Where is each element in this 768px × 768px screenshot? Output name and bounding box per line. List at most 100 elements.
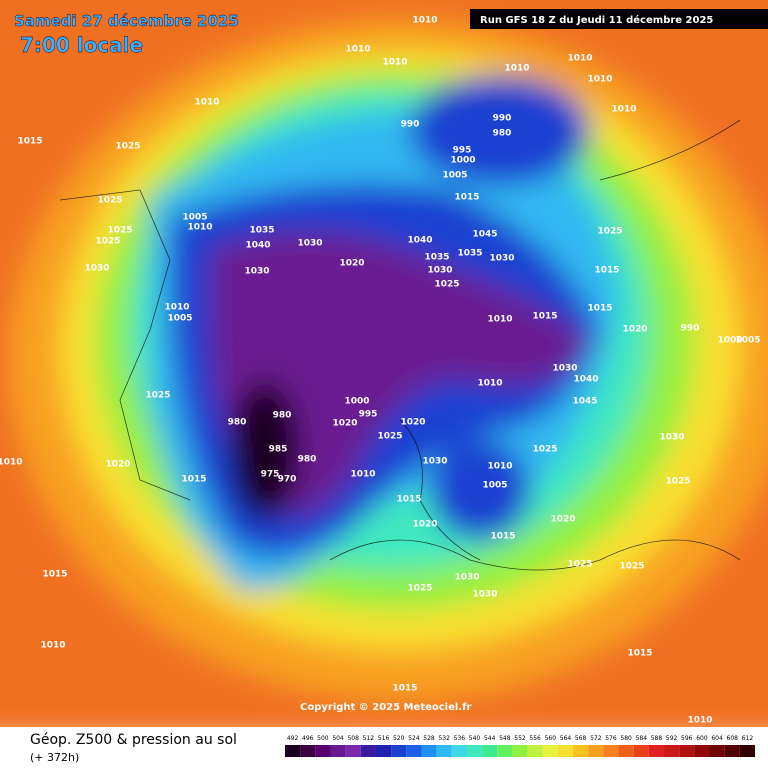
isobar-label: 980 xyxy=(228,418,247,428)
isobar-label: 1015 xyxy=(454,193,479,203)
scale-label: 564 xyxy=(560,735,572,742)
isobar-label: 1035 xyxy=(249,226,274,236)
scale-swatch xyxy=(497,745,513,757)
scale-label: 548 xyxy=(499,735,511,742)
isobar-label: 1010 xyxy=(187,223,212,233)
z500-field xyxy=(0,0,768,740)
scale-swatch xyxy=(482,745,498,757)
forecast-date: Samedi 27 décembre 2025 xyxy=(14,12,239,30)
copyright: Copyright © 2025 Meteociel.fr xyxy=(300,702,471,713)
isobar-label: 1010 xyxy=(567,54,592,64)
isobar-label: 1015 xyxy=(181,475,206,485)
isobar-label: 1020 xyxy=(105,460,130,470)
scale-swatch xyxy=(300,745,316,757)
scale-label: 572 xyxy=(590,735,602,742)
isobar-label: 1020 xyxy=(412,520,437,530)
isobar-label: 1010 xyxy=(412,16,437,26)
scale-swatch xyxy=(557,745,574,757)
isobar-label: 1045 xyxy=(572,397,597,407)
isobar-label: 1040 xyxy=(407,236,432,246)
isobar-label: 1030 xyxy=(472,590,497,600)
isobar-label: 1030 xyxy=(297,239,322,249)
scale-swatch xyxy=(648,745,665,757)
scale-swatch xyxy=(345,745,361,757)
isobar-label: 1015 xyxy=(42,570,67,580)
isobar-label: 1010 xyxy=(477,379,502,389)
isobar-label: 1025 xyxy=(145,391,170,401)
isobar-label: 1025 xyxy=(115,142,140,152)
isobar-label: 1000 xyxy=(344,397,369,407)
isobar-label: 1025 xyxy=(665,477,690,487)
isobar-label: 1030 xyxy=(659,433,684,443)
isobar-label: 1010 xyxy=(164,303,189,313)
isobar-label: 1045 xyxy=(472,230,497,240)
scale-label: 612 xyxy=(742,735,754,742)
isobar-label: 1000 xyxy=(450,156,475,166)
scale-label: 604 xyxy=(711,735,723,742)
scale-swatch xyxy=(406,745,422,757)
isobar-label: 1035 xyxy=(457,249,482,259)
scale-swatch xyxy=(739,745,755,757)
scale-swatch xyxy=(573,745,589,757)
run-info: Run GFS 18 Z du Jeudi 11 décembre 2025 xyxy=(480,14,713,26)
color-scale: 492 496 500 504 508 512 516 520 524 528 532 536 540 5… xyxy=(285,735,755,757)
scale-swatch xyxy=(451,745,467,757)
isobar-label: 1035 xyxy=(424,253,449,263)
isobar-label: 1025 xyxy=(377,432,402,442)
scale-swatch xyxy=(436,745,452,757)
map-title: Géop. Z500 & pression au sol xyxy=(30,732,237,748)
scale-label: 588 xyxy=(651,735,663,742)
isobar-label: 990 xyxy=(681,324,700,334)
scale-swatch xyxy=(360,745,376,757)
scale-swatch xyxy=(709,745,725,757)
isobar-label: 980 xyxy=(273,411,292,421)
scale-swatch xyxy=(542,745,558,757)
scale-swatch xyxy=(466,745,483,757)
isobar-label: 1010 xyxy=(687,716,712,726)
isobar-label: 1010 xyxy=(0,458,23,468)
isobar-label: 1010 xyxy=(345,45,370,55)
isobar-label: 1015 xyxy=(396,495,421,505)
isobar-label: 1010 xyxy=(611,105,636,115)
isobar-label: 985 xyxy=(269,445,288,455)
scale-swatch xyxy=(315,745,331,757)
isobar-label: 1010 xyxy=(487,462,512,472)
isobar-label: 990 xyxy=(493,114,512,124)
scale-swatch xyxy=(512,745,528,757)
isobar-label: 1005 xyxy=(182,213,207,223)
isobar-label: 1030 xyxy=(489,254,514,264)
isobar-label: 1020 xyxy=(550,515,575,525)
forecast-time: 7:00 locale xyxy=(20,33,143,57)
isobar-label: 1040 xyxy=(573,375,598,385)
isobar-label: 1010 xyxy=(194,98,219,108)
isobar-label: 1005 xyxy=(442,171,467,181)
scale-swatch xyxy=(375,745,392,757)
isobar-label: 1010 xyxy=(40,641,65,651)
isobar-label: 1030 xyxy=(427,266,452,276)
scale-label: 584 xyxy=(636,735,648,742)
isobar-label: 1005 xyxy=(167,314,192,324)
isobar-label: 1030 xyxy=(454,573,479,583)
scale-label: 592 xyxy=(666,735,678,742)
isobar-label: 1030 xyxy=(422,457,447,467)
isobar-label: 1015 xyxy=(627,649,652,659)
scale-swatch xyxy=(285,745,301,757)
scale-label: 500 xyxy=(317,735,329,742)
isobar-label: 1010 xyxy=(350,470,375,480)
scale-label: 580 xyxy=(620,735,632,742)
scale-swatch xyxy=(421,745,437,757)
scale-label: 540 xyxy=(469,735,481,742)
scale-label: 528 xyxy=(423,735,435,742)
isobar-label: 1025 xyxy=(95,237,120,247)
isobar-label: 1025 xyxy=(434,280,459,290)
scale-label: 520 xyxy=(393,735,405,742)
scale-swatch xyxy=(679,745,695,757)
isobar-label: 1010 xyxy=(587,75,612,85)
isobar-label: 1015 xyxy=(587,304,612,314)
scale-swatch xyxy=(633,745,649,757)
isobar-label: 1020 xyxy=(400,418,425,428)
scale-swatch xyxy=(618,745,634,757)
scale-label: 544 xyxy=(484,735,496,742)
